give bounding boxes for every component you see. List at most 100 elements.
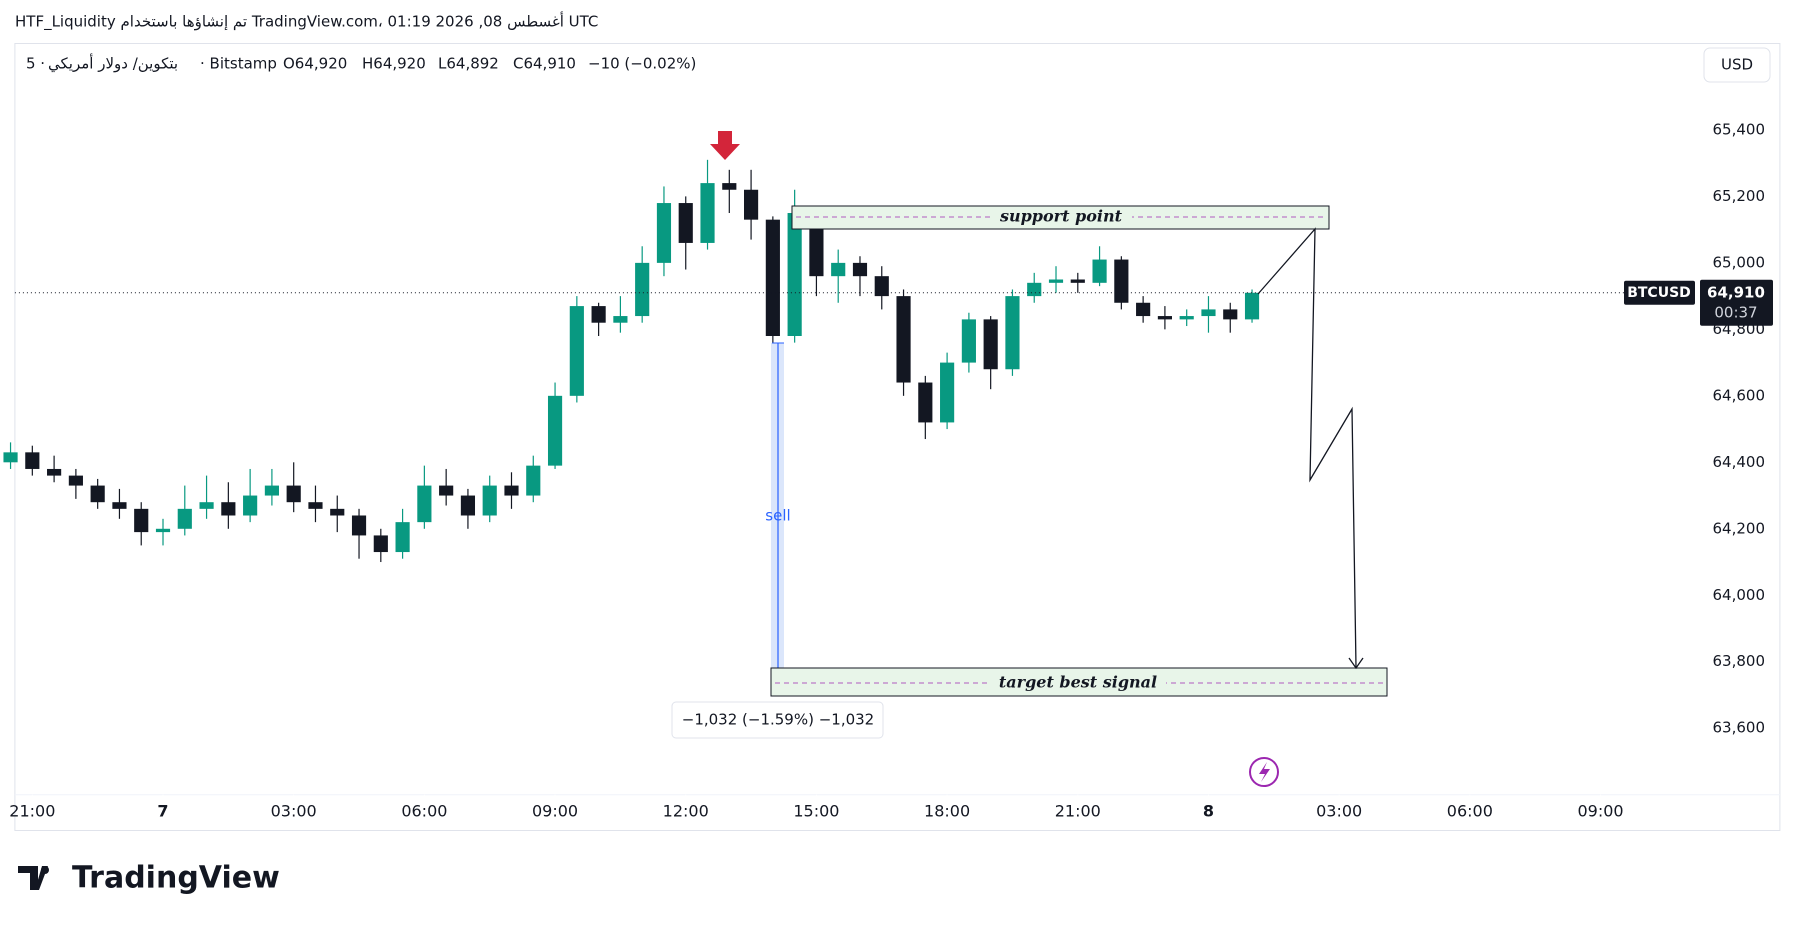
candle-body [68, 475, 83, 486]
candle-body [1136, 302, 1151, 317]
exchange: · Bitstamp [200, 55, 277, 73]
candle-body [482, 485, 497, 516]
currency-box[interactable] [1703, 47, 1771, 83]
candle-body [526, 465, 541, 496]
candle-body [25, 452, 40, 469]
peak-arrow [710, 131, 740, 160]
symbol-name: بتكوين/ دولار أمريكي [48, 54, 178, 74]
candle-body [90, 485, 105, 503]
event-bolt[interactable] [1259, 762, 1270, 782]
candle-body [1027, 282, 1042, 297]
watermark: TradingView [72, 861, 280, 896]
x-tick-label: 15:00 [793, 802, 839, 821]
candle-body [787, 213, 802, 337]
candle-body [765, 219, 780, 337]
candle-body [264, 485, 279, 496]
candle-body [1070, 279, 1085, 283]
x-tick-label: 18:00 [924, 802, 970, 821]
y-tick-label: 64,600 [1713, 386, 1766, 404]
candle-body [243, 495, 258, 516]
price-tag: 64,910 [1707, 283, 1765, 301]
projection-arrow [1348, 657, 1364, 670]
candle-body [417, 485, 432, 523]
candle-body [1244, 292, 1260, 320]
ohlc-open: O64,920 [283, 55, 347, 73]
candle-body [351, 515, 367, 536]
candle-body [1179, 316, 1194, 320]
x-tick-label: 03:00 [1316, 802, 1362, 821]
y-tick-label: 64,200 [1713, 519, 1766, 537]
measure-label: −1,032 (−1.59%) −1,032 [682, 711, 874, 729]
y-tick-label: 64,400 [1713, 453, 1766, 471]
candle-body [1005, 296, 1020, 370]
candle-body [286, 485, 301, 503]
candle-body [460, 495, 476, 516]
support-label: support point [999, 207, 1123, 226]
x-tick-label: 06:00 [1447, 802, 1493, 821]
candle-body [700, 183, 715, 243]
sell-label: sell [765, 507, 790, 525]
symbol-tag-box [1624, 280, 1695, 305]
candle-body [112, 502, 127, 509]
candle-body [504, 485, 519, 496]
candle-body [940, 362, 955, 423]
countdown: 00:37 [1714, 303, 1757, 321]
header: HTF_Liquidity تم إنشاؤها باستخدام Tradin… [15, 12, 598, 32]
price-tag-box [1700, 279, 1773, 326]
currency[interactable]: USD [1721, 56, 1753, 74]
target-label: target best signal [999, 673, 1157, 692]
x-tick-label: 09:00 [1577, 802, 1623, 821]
x-tick-label: 7 [157, 802, 168, 821]
x-tick-label: 09:00 [532, 802, 578, 821]
candle-body [1223, 309, 1238, 320]
candle-body [47, 468, 62, 476]
candle-body [678, 203, 693, 243]
x-tick-label: 21:00 [1055, 802, 1101, 821]
candle-body [569, 306, 584, 396]
candle-body [961, 319, 976, 363]
symbol-tag: BTCUSD [1627, 285, 1691, 301]
projection-path [1257, 227, 1357, 668]
ohlc-close: C64,910 [513, 55, 576, 73]
candle-body [852, 262, 868, 277]
y-tick-label: 64,000 [1713, 586, 1766, 604]
candle-body [1092, 259, 1107, 283]
candle-body [155, 528, 171, 533]
legend: 5 · بتكوين/ دولار أمريكي · Bitstamp O64,… [26, 54, 696, 74]
y-tick-label: 65,000 [1713, 253, 1766, 271]
candle-body [831, 262, 846, 277]
logo-dot [41, 866, 49, 874]
currency-button[interactable]: USD [1703, 47, 1771, 83]
y-tick-label: 63,600 [1713, 719, 1766, 737]
candle-body [330, 508, 345, 516]
candle-body [983, 319, 998, 370]
measure-box [671, 701, 884, 739]
candle-body [874, 276, 889, 297]
x-tick-label: 03:00 [271, 802, 317, 821]
candle-body [395, 522, 410, 553]
x-tick-label: 8 [1203, 802, 1214, 821]
candle-body [1201, 309, 1216, 317]
candle-body [177, 508, 192, 529]
candle-body [613, 316, 628, 323]
candle-body [221, 502, 236, 516]
annotations: sell −1,032 (−1.59%) −1,032 support poin… [671, 131, 1388, 787]
ohlc-high: H64,920 [362, 55, 426, 73]
interval: 5 · [26, 55, 45, 73]
candle-body [591, 306, 606, 323]
x-tick-label: 12:00 [663, 802, 709, 821]
x-tick-label: 06:00 [401, 802, 447, 821]
y-tick-label: 65,400 [1713, 120, 1766, 138]
logo-mark [18, 866, 48, 890]
candle-body [722, 183, 737, 190]
candle-body [1157, 316, 1172, 320]
candle-body [744, 189, 759, 220]
logo: TradingView [18, 861, 280, 896]
candle-body [3, 452, 18, 463]
candle-body [1048, 279, 1064, 283]
candle-body [439, 485, 454, 496]
ohlc-change: −10 (−0.02%) [588, 55, 696, 73]
x-tick-label: 21:00 [9, 802, 55, 821]
